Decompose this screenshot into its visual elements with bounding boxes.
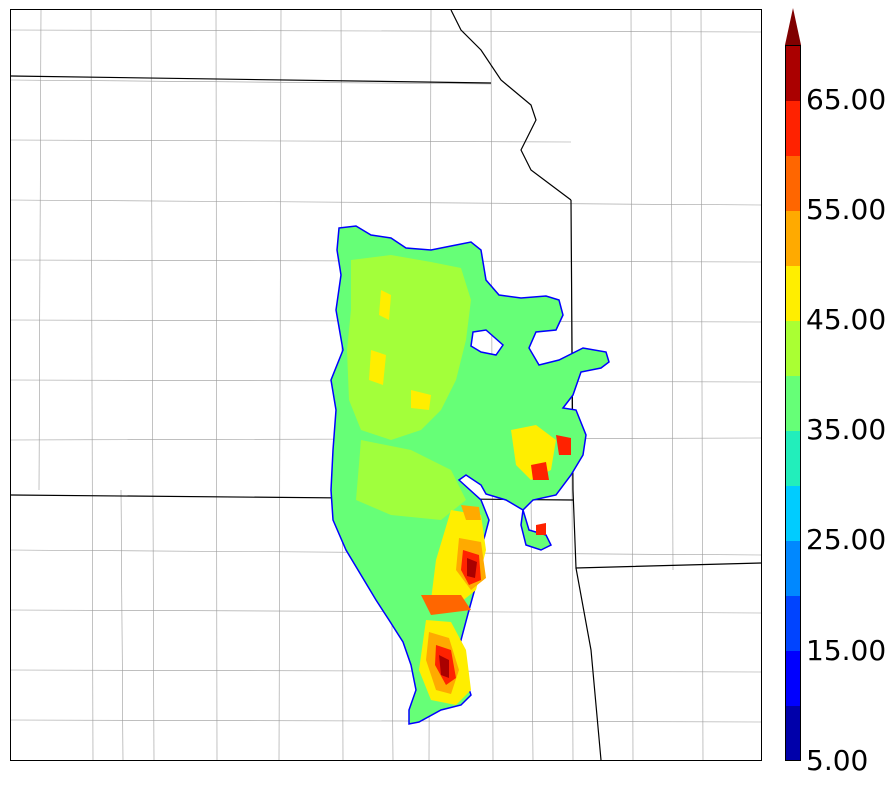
colorbar-segment — [786, 485, 800, 541]
map-canvas — [11, 10, 761, 760]
colorbar-label-45: 45.00 — [806, 303, 887, 336]
precip-field — [330, 225, 610, 725]
colorbar-segment — [786, 46, 800, 102]
colorbar-segment — [786, 595, 800, 651]
colorbar-segment — [786, 430, 800, 486]
colorbar-segment — [786, 265, 800, 322]
colorbar-segment — [786, 375, 800, 431]
colorbar-segment — [786, 320, 800, 377]
colorbar-label-55: 55.00 — [806, 193, 887, 226]
colorbar-extend-arrow — [785, 8, 801, 45]
colorbar-label-5: 5.00 — [806, 744, 869, 777]
map-panel — [10, 9, 762, 761]
colorbar-segment — [786, 100, 800, 157]
colorbar-label-65: 65.00 — [806, 83, 887, 116]
colorbar-label-35: 35.00 — [806, 413, 887, 446]
colorbar-segment — [786, 650, 800, 706]
colorbar-segment — [786, 540, 800, 596]
colorbar — [785, 45, 801, 761]
colorbar-segment — [786, 210, 800, 267]
colorbar-segment — [786, 155, 800, 212]
colorbar-label-15: 15.00 — [806, 634, 887, 667]
colorbar-segment — [786, 705, 800, 761]
colorbar-label-25: 25.00 — [806, 523, 887, 556]
